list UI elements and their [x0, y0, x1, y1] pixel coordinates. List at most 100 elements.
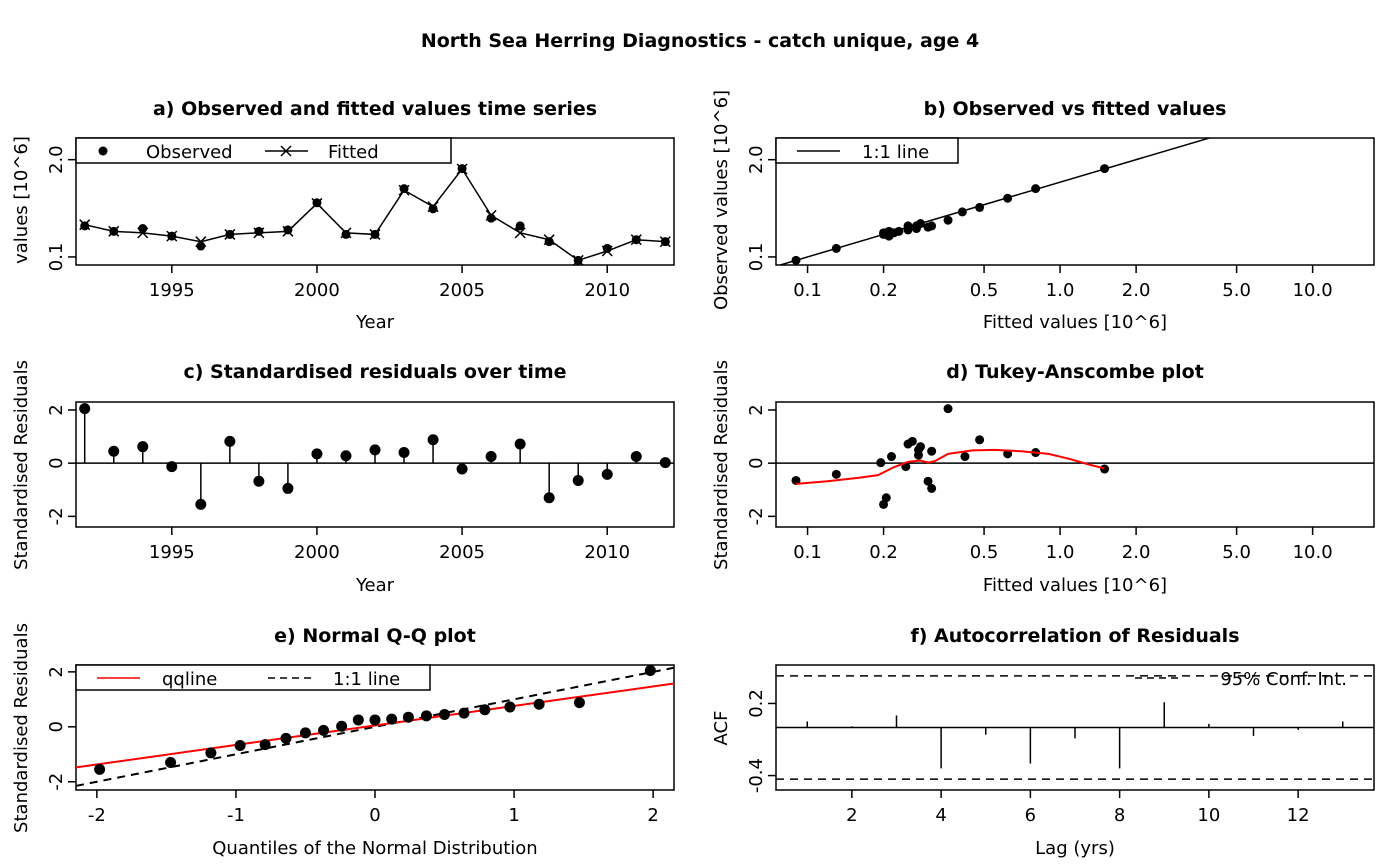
qq-point	[352, 714, 364, 726]
x-tick-label: 1	[508, 805, 519, 826]
data-point	[887, 452, 897, 462]
residual-point	[79, 403, 91, 415]
fitted-point	[514, 227, 526, 239]
observed-point	[109, 226, 119, 236]
data-point	[1031, 184, 1041, 194]
data-point	[923, 476, 933, 486]
x-tick-label: 2	[647, 805, 658, 826]
legend-fitted-marker	[280, 145, 292, 157]
qq-point	[479, 704, 491, 716]
x-tick-label: -1	[227, 805, 245, 826]
panel-a-plot: 1995 2000 2005 2010 0.1 2.0	[46, 137, 675, 301]
panel-e-xlabel: Quantiles of the Normal Distribution	[212, 838, 537, 859]
observed-point	[544, 237, 554, 247]
residual-point	[601, 468, 613, 480]
qq-point	[458, 707, 470, 719]
x-tick-label: 2010	[584, 280, 630, 301]
qq-point	[299, 727, 311, 739]
observed-point	[283, 225, 293, 235]
data-point	[894, 226, 904, 236]
observed-point	[370, 229, 380, 239]
fitted-series-line	[84, 167, 666, 262]
observed-point	[457, 164, 467, 174]
panel-d: d) Tukey-Anscombe plot Fitted values [10…	[711, 360, 1375, 596]
residual-point	[195, 498, 207, 510]
qq-point	[165, 757, 177, 769]
qq-point	[318, 724, 330, 736]
residual-point	[224, 435, 236, 447]
panel-c-title: c) Standardised residuals over time	[183, 361, 566, 383]
residual-point	[630, 451, 642, 463]
x-tick-label: 5.0	[1222, 542, 1251, 563]
observed-point	[573, 255, 583, 265]
qq-point	[644, 664, 656, 676]
data-point	[1003, 193, 1013, 203]
qq-point	[369, 714, 381, 726]
observed-point	[602, 243, 612, 253]
x-tick-label: 8	[1114, 805, 1125, 826]
y-tick-label: 2.0	[746, 145, 767, 174]
qq-point	[234, 739, 246, 751]
qq-point	[439, 708, 451, 720]
legend-observed-marker	[98, 146, 108, 156]
x-tick-label: 1995	[149, 542, 195, 563]
x-tick-label: 2000	[294, 280, 340, 301]
panel-b-ylabel: Observed values [10^6]	[711, 90, 732, 310]
data-point	[943, 215, 953, 225]
observed-point	[515, 221, 525, 231]
x-tick-label: 10.0	[1293, 542, 1333, 563]
panel-e-title: e) Normal Q-Q plot	[274, 625, 476, 647]
x-tick-label: 0.2	[869, 280, 898, 301]
y-tick-label: -2	[46, 773, 67, 791]
qq-point	[573, 697, 585, 709]
data-point	[903, 221, 913, 231]
panel-e: e) Normal Q-Q plot Quantiles of the Norm…	[11, 623, 675, 859]
qq-point	[386, 713, 398, 725]
x-tick-label: 12	[1287, 805, 1310, 826]
y-tick-label: -2	[746, 507, 767, 525]
observed-point	[138, 224, 148, 234]
qq-point	[259, 739, 271, 751]
observed-point	[660, 237, 670, 247]
data-point	[927, 221, 937, 231]
panel-f-xlabel: Lag (yrs)	[1035, 838, 1115, 859]
x-tick-label: 2005	[439, 542, 485, 563]
data-point	[831, 469, 841, 479]
x-tick-label: 0.2	[869, 542, 898, 563]
panel-e-ylabel: Standardised Residuals	[11, 623, 32, 833]
x-tick-label: 2000	[294, 542, 340, 563]
y-tick-label: 2	[46, 666, 67, 677]
data-point	[975, 435, 985, 445]
y-tick-label: 0.1	[746, 243, 767, 272]
observed-point	[80, 221, 90, 231]
qq-point	[504, 701, 516, 713]
y-tick-label: 2	[746, 404, 767, 415]
data-point	[915, 442, 925, 452]
smoother-line	[795, 448, 1105, 485]
qq-point	[420, 710, 432, 722]
y-tick-label: 0.1	[46, 243, 67, 272]
legend-conf-int-label: 95% Conf. Int.	[1220, 669, 1347, 690]
data-point	[915, 219, 925, 229]
residual-point	[311, 448, 323, 460]
data-point	[1100, 464, 1110, 474]
residual-point	[572, 474, 584, 486]
residual-point	[659, 457, 671, 469]
residual-point	[253, 475, 265, 487]
residual-point	[282, 482, 294, 494]
panel-b-xlabel: Fitted values [10^6]	[983, 312, 1167, 333]
panel-d-title: d) Tukey-Anscombe plot	[946, 361, 1204, 383]
x-tick-label: 2010	[584, 542, 630, 563]
x-tick-label: 10.0	[1293, 280, 1333, 301]
data-point	[881, 493, 891, 503]
panel-b: b) Observed vs fitted values Fitted valu…	[711, 90, 1375, 333]
panel-c-plot: 1995 2000 2005 2010 -2 0 2	[46, 401, 675, 563]
panel-d-plot: 0.1 0.2 0.5 1.0 2.0 5.0 10.0 -2 0 2	[746, 401, 1375, 563]
data-point	[879, 228, 889, 238]
x-tick-label: 1995	[149, 280, 195, 301]
data-point	[927, 483, 937, 493]
data-point	[876, 458, 886, 468]
figure-title: North Sea Herring Diagnostics - catch un…	[421, 30, 979, 52]
x-tick-label: 0	[369, 805, 380, 826]
legend-fitted-label: Fitted	[328, 142, 379, 163]
